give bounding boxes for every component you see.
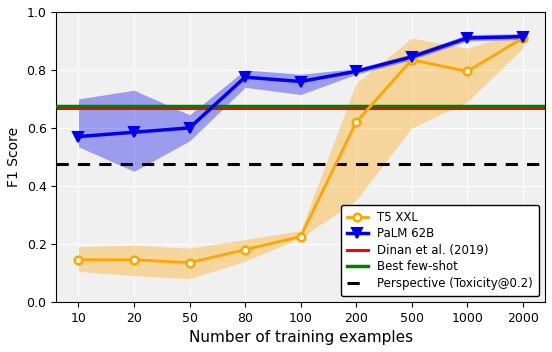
T5 XXL (298, 234, 304, 239)
PaLM 62B (298, 80, 304, 84)
T5 XXL (353, 120, 359, 124)
Best few-shot (75, 104, 82, 108)
PaLM 62B (75, 134, 82, 139)
T5 XXL (242, 247, 248, 252)
T5 XXL (186, 260, 193, 265)
PaLM 62B (186, 126, 193, 130)
Dinan et al. (2019) (131, 106, 137, 110)
Legend: T5 XXL, PaLM 62B, Dinan et al. (2019), Best few-shot, Perspective (Toxicity@0.2): T5 XXL, PaLM 62B, Dinan et al. (2019), B… (341, 205, 539, 296)
X-axis label: Number of training examples: Number of training examples (189, 330, 413, 345)
Line: T5 XXL: T5 XXL (75, 34, 527, 266)
T5 XXL (519, 36, 526, 40)
PaLM 62B (131, 130, 137, 134)
T5 XXL (464, 69, 471, 74)
Best few-shot (131, 104, 137, 108)
Dinan et al. (2019) (75, 106, 82, 110)
Y-axis label: F1 Score: F1 Score (7, 127, 21, 187)
T5 XXL (75, 258, 82, 262)
T5 XXL (408, 58, 415, 62)
PaLM 62B (408, 55, 415, 59)
Line: PaLM 62B: PaLM 62B (73, 32, 528, 142)
Perspective (Toxicity@0.2) (131, 162, 137, 166)
PaLM 62B (353, 69, 359, 74)
PaLM 62B (464, 36, 471, 40)
Perspective (Toxicity@0.2) (75, 162, 82, 166)
PaLM 62B (242, 75, 248, 79)
T5 XXL (131, 258, 137, 262)
PaLM 62B (519, 34, 526, 39)
